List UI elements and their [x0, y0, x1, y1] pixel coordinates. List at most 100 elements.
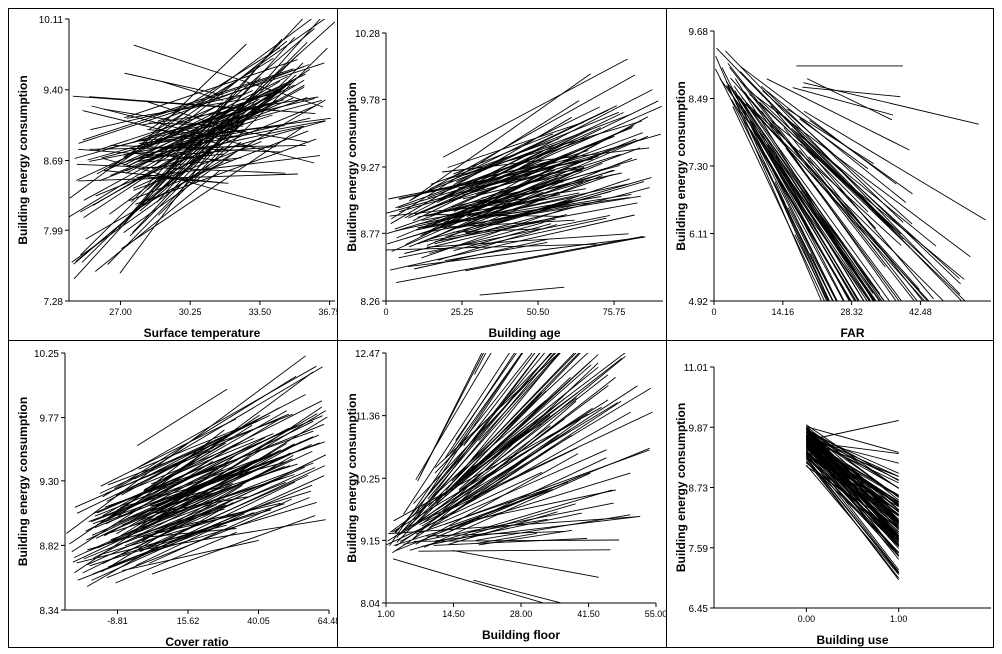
y-tick-label: 8.77 [361, 229, 381, 240]
regression-line [138, 419, 279, 504]
regression-line [71, 460, 214, 553]
regression-line [408, 127, 633, 219]
regression-line [394, 353, 552, 534]
regression-line [124, 59, 298, 119]
regression-line [719, 78, 885, 301]
regression-line [399, 157, 565, 200]
regression-line [740, 66, 897, 185]
regression-line [435, 418, 539, 502]
regression-line [803, 82, 979, 125]
y-tick-label: 9.27 [361, 163, 381, 174]
regression-line [805, 444, 900, 557]
regression-line [106, 497, 310, 579]
x-tick-label: 15.62 [177, 616, 200, 626]
regression-line [452, 549, 599, 578]
x-tick-label: 36.75 [318, 307, 337, 317]
y-tick-label: 10.25 [355, 474, 380, 485]
regression-line [104, 469, 224, 537]
regression-line [473, 579, 563, 603]
regression-line [413, 353, 557, 504]
regression-line [412, 100, 659, 222]
regression-line [100, 418, 237, 487]
y-tick-label: 8.73 [689, 484, 709, 495]
regression-line [391, 166, 585, 252]
regression-line [802, 86, 901, 98]
series-lines-3 [714, 47, 986, 301]
x-axis-label: FAR [841, 326, 865, 340]
regression-line [136, 388, 228, 447]
x-tick-label: 1.00 [890, 614, 908, 624]
x-tick-label: 14.16 [772, 307, 795, 317]
regression-line [462, 353, 626, 477]
y-tick-label: 9.78 [361, 95, 381, 106]
regression-line [806, 428, 899, 510]
regression-line [398, 150, 589, 209]
y-tick-label: 8.26 [361, 297, 381, 308]
y-tick-label: 7.30 [689, 162, 709, 173]
y-tick-label: 9.77 [40, 414, 60, 425]
regression-line [476, 162, 603, 215]
regression-line [805, 446, 900, 542]
y-tick-label: 9.30 [40, 477, 60, 488]
regression-line [795, 181, 876, 301]
regression-line [726, 85, 860, 301]
y-axis-label: Building energy consumption [345, 82, 359, 251]
regression-line [800, 140, 902, 235]
regression-line [451, 353, 575, 482]
regression-line [785, 147, 900, 301]
regression-line [435, 218, 556, 242]
regression-line [123, 38, 283, 225]
x-tick-label: 41.50 [577, 609, 600, 619]
regression-line [415, 453, 579, 545]
regression-line [144, 442, 227, 491]
regression-line [787, 207, 837, 301]
regression-line [409, 73, 591, 202]
regression-line [393, 472, 631, 546]
regression-line [757, 134, 871, 301]
regression-line [386, 158, 637, 235]
x-axis-label: Building floor [482, 628, 560, 642]
regression-line [725, 81, 881, 295]
regression-line [462, 366, 599, 477]
regression-line [413, 539, 620, 542]
y-tick-label: 7.99 [44, 226, 64, 237]
regression-line [803, 110, 986, 221]
regression-line [130, 365, 317, 472]
x-tick-label: 0 [711, 307, 716, 317]
x-tick-label: 33.50 [249, 307, 272, 317]
regression-line [455, 400, 547, 478]
regression-line [89, 96, 316, 115]
regression-line [410, 74, 636, 201]
regression-line [140, 176, 229, 184]
regression-line [148, 498, 292, 564]
chart-panel-3: 4.92 6.11 7.30 8.49 9.68 0 14.16 28.32 42.48 FAR B… [666, 8, 994, 341]
chart-svg-3: 4.92 6.11 7.30 8.49 9.68 0 14.16 28.32 42.48 FAR B… [674, 27, 991, 340]
regression-line [86, 469, 238, 541]
regression-line [444, 449, 650, 525]
x-axis-label: Surface temperature [144, 326, 261, 340]
regression-line [151, 515, 316, 575]
regression-line [138, 474, 309, 551]
y-tick-label: 4.92 [689, 297, 709, 308]
y-tick-label: 8.82 [40, 541, 60, 552]
regression-line [481, 134, 579, 190]
regression-line [114, 375, 297, 489]
regression-line [436, 398, 565, 504]
x-tick-label: 30.25 [179, 307, 202, 317]
chart-panel-1: 7.28 7.99 8.69 9.40 10.11 27.00 30.25 33.50 36.7… [8, 8, 338, 341]
regression-line [122, 539, 259, 572]
regression-line [153, 509, 272, 545]
regression-line [391, 100, 580, 220]
y-tick-label: 10.28 [355, 29, 380, 40]
regression-line [128, 130, 309, 202]
regression-line [472, 106, 600, 170]
regression-line [409, 157, 633, 248]
regression-line [432, 449, 607, 527]
chart-svg-2: 8.26 8.77 9.27 9.78 10.28 0 25.25 50.50 75.75 Bui… [345, 29, 663, 340]
regression-line [457, 156, 579, 189]
y-tick-label: 8.49 [689, 95, 709, 106]
regression-line [444, 353, 581, 497]
regression-line [133, 147, 223, 189]
regression-line [140, 96, 319, 126]
chart-panel-6: 6.45 7.59 8.73 9.87 11.01 0.00 1.00 Building us… [666, 340, 994, 648]
